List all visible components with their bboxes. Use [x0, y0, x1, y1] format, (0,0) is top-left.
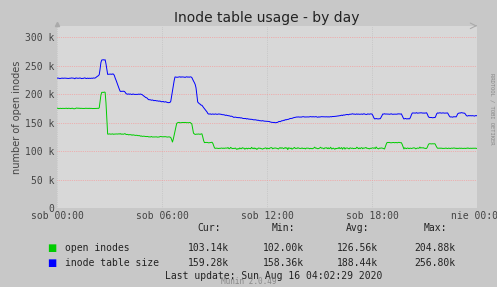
Text: 256.80k: 256.80k [414, 258, 455, 267]
Text: 159.28k: 159.28k [188, 258, 229, 267]
Text: Munin 2.0.49: Munin 2.0.49 [221, 277, 276, 286]
Y-axis label: number of open inodes: number of open inodes [12, 60, 22, 174]
Text: 204.88k: 204.88k [414, 243, 455, 253]
Text: 102.00k: 102.00k [263, 243, 304, 253]
Text: Avg:: Avg: [346, 223, 370, 233]
Text: 188.44k: 188.44k [337, 258, 378, 267]
Text: ■: ■ [47, 258, 57, 267]
Text: Min:: Min: [271, 223, 295, 233]
Text: 126.56k: 126.56k [337, 243, 378, 253]
Title: Inode table usage - by day: Inode table usage - by day [174, 11, 360, 25]
Text: RRDTOOL / TOBI OETIKER: RRDTOOL / TOBI OETIKER [490, 73, 495, 145]
Text: Last update: Sun Aug 16 04:02:29 2020: Last update: Sun Aug 16 04:02:29 2020 [165, 271, 382, 281]
Text: 103.14k: 103.14k [188, 243, 229, 253]
Text: 158.36k: 158.36k [263, 258, 304, 267]
Text: Max:: Max: [423, 223, 447, 233]
Text: inode table size: inode table size [65, 258, 159, 267]
Text: open inodes: open inodes [65, 243, 129, 253]
Text: Cur:: Cur: [197, 223, 221, 233]
Text: ■: ■ [47, 243, 57, 253]
